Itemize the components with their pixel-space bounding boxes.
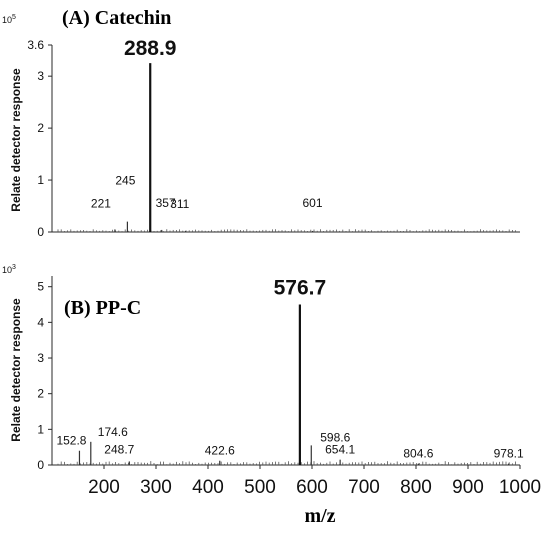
panel-a-peak-label: 601 (303, 196, 323, 210)
panel-a-catechin: 105 (A) Catechin Relate detector respons… (2, 7, 520, 239)
panel-b-x-tick-label: 300 (140, 477, 172, 498)
panel-a-y-exponent: 105 (2, 14, 16, 25)
panel-b-title: (B) PP-C (64, 297, 141, 319)
panel-a-peak-label: 288.9 (124, 37, 177, 60)
panel-b-peak-label: 152.8 (56, 434, 86, 448)
panel-a-y-tick-label: 2 (37, 121, 44, 135)
panel-b-pp-c: 103 (B) PP-C Relate detector response 01… (2, 264, 541, 527)
panel-b-peak-label: 598.6 (320, 430, 350, 444)
panel-b-y-tick-label: 2 (37, 387, 44, 401)
panel-a-baseline-noise (57, 229, 516, 232)
x-axis-label: m/z (304, 505, 335, 527)
panel-b-x-tick-label: 800 (400, 477, 432, 498)
panel-b-peak-label: 174.6 (98, 425, 128, 439)
panel-b-y-tick-label: 4 (37, 315, 44, 329)
panel-a-y-ticks: 0 1 2 3 3.6 (27, 38, 52, 239)
panel-a-peak-label: 221 (91, 196, 111, 210)
panel-a-y-axis-label: Relate detector response (9, 68, 23, 212)
panel-b-peak-label: 978.1 (494, 447, 524, 461)
panel-b-x-tick-label: 400 (192, 477, 224, 498)
panel-b-peak-label: 576.7 (274, 277, 327, 300)
panel-b-y-exponent: 103 (2, 264, 16, 275)
panel-a-y-tick-label: 0 (37, 225, 44, 239)
panel-b-x-tick-label: 1000 (499, 477, 541, 498)
panel-b-x-tick-label: 500 (244, 477, 276, 498)
panel-a-peak-label: 245 (115, 174, 135, 188)
panel-a-y-tick-label: 3.6 (27, 38, 44, 52)
panel-b-x-tick-label: 700 (348, 477, 380, 498)
panel-b-x-tick-label: 600 (296, 477, 328, 498)
panel-b-y-axis-label: Relate detector response (9, 298, 23, 442)
panel-b-baseline-noise (57, 461, 516, 465)
panel-a-peak-label: 357 (156, 196, 176, 210)
panel-b-y-tick-label: 1 (37, 422, 44, 436)
panel-b-y-tick-label: 5 (37, 280, 44, 294)
panel-b-x-tick-label: 200 (88, 477, 120, 498)
panel-b-peak-label: 804.6 (403, 447, 433, 461)
panel-a-y-tick-label: 3 (37, 69, 44, 83)
panel-b-y-tick-label: 0 (37, 458, 44, 472)
panel-a-title: (A) Catechin (62, 7, 171, 29)
panel-b-peak-label: 248.7 (104, 442, 134, 456)
panel-b-y-tick-label: 3 (37, 351, 44, 365)
panel-b-peak-label: 654.1 (325, 443, 355, 457)
panel-b-x-ticks: 200 300 400 500 600 700 800 900 1000 (88, 465, 541, 498)
panel-a-y-tick-label: 1 (37, 173, 44, 187)
panel-b-peak-label: 422.6 (205, 444, 235, 458)
panel-b-y-ticks: 0 1 2 3 4 5 (37, 280, 52, 472)
panel-b-x-tick-label: 900 (452, 477, 484, 498)
panel-a-peak-label: 311 (170, 197, 189, 211)
